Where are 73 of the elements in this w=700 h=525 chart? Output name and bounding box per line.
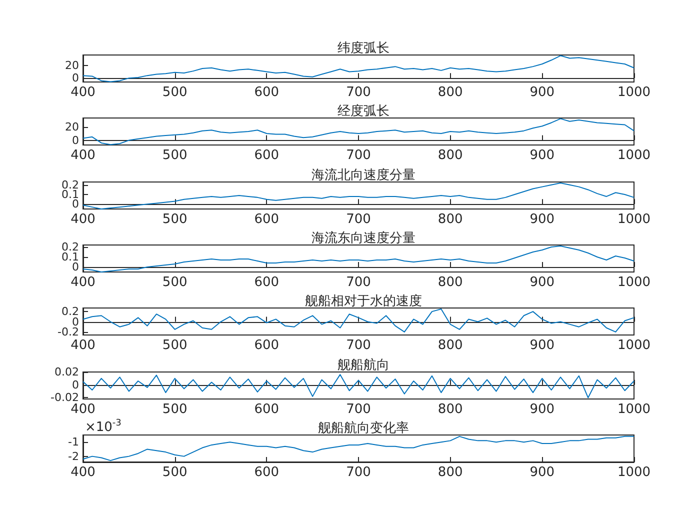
x-tick-label: 500 xyxy=(162,464,188,480)
y-tick-label: 20 xyxy=(65,120,79,134)
x-tick-label: 900 xyxy=(530,85,555,100)
x-tick-label: 1000 xyxy=(617,148,651,164)
x-tick-label: 900 xyxy=(530,338,555,354)
y-tick-label: 0 xyxy=(72,378,79,391)
y-tick-label: -0.2 xyxy=(58,326,79,339)
x-tick-label: 1000 xyxy=(617,464,651,480)
line-series xyxy=(82,245,634,272)
x-tick-label: 600 xyxy=(254,464,280,480)
x-tick-label: 400 xyxy=(70,338,96,354)
line-series xyxy=(82,308,634,333)
x-tick-label: 600 xyxy=(254,274,280,290)
x-tick-label: 1000 xyxy=(617,338,651,354)
x-tick-label: 800 xyxy=(438,464,463,480)
y-tick-label: 0 xyxy=(72,134,79,148)
x-tick-label: 1000 xyxy=(617,402,651,416)
x-tick-label: 900 xyxy=(530,402,555,416)
chart-title: 舰船航向变化率 xyxy=(318,420,409,436)
x-tick-label: 500 xyxy=(162,212,188,227)
line-series xyxy=(82,436,634,461)
x-tick-label: 400 xyxy=(70,402,96,416)
x-tick-label: 700 xyxy=(346,148,371,164)
chart-title: 海流东向速度分量 xyxy=(312,230,416,246)
line-series xyxy=(82,118,634,146)
chart-title: 舰船相对于水的速度 xyxy=(305,293,422,310)
y-tick-label: -1 xyxy=(68,435,79,448)
x-tick-label: 800 xyxy=(438,212,463,227)
chart-title: 纬度弧长 xyxy=(338,40,390,56)
x-tick-label: 400 xyxy=(70,274,96,290)
x-tick-label: 800 xyxy=(438,85,463,100)
x-tick-label: 600 xyxy=(254,402,280,416)
x-tick-label: 700 xyxy=(346,212,371,227)
x-tick-label: 400 xyxy=(70,464,96,480)
x-tick-label: 1000 xyxy=(617,212,651,227)
x-tick-label: 500 xyxy=(162,85,188,100)
chart-title: 舰船航向 xyxy=(338,358,390,372)
x-tick-label: 700 xyxy=(346,274,371,290)
x-tick-label: 900 xyxy=(530,148,555,164)
y-tick-label: 20 xyxy=(65,58,79,72)
x-tick-label: 800 xyxy=(438,274,463,290)
y-tick-label: -0.02 xyxy=(50,390,79,404)
y-tick-label: 0.02 xyxy=(54,365,79,378)
x-tick-label: 900 xyxy=(530,212,555,227)
line-series xyxy=(82,182,634,210)
x-tick-label: 700 xyxy=(346,402,371,416)
x-tick-label: 400 xyxy=(70,148,96,164)
x-tick-label: 600 xyxy=(254,212,280,227)
y-tick-label: -2 xyxy=(68,450,79,463)
x-tick-label: 700 xyxy=(346,464,371,480)
x-tick-label: 600 xyxy=(254,85,280,100)
x-tick-label: 800 xyxy=(438,148,463,164)
x-tick-label: 600 xyxy=(254,148,280,164)
x-tick-label: 500 xyxy=(162,338,188,354)
y-tick-label: 0 xyxy=(72,72,79,85)
x-tick-label: 500 xyxy=(162,274,188,290)
x-tick-label: 800 xyxy=(438,402,463,416)
x-tick-label: 400 xyxy=(70,212,96,227)
chart-title: 经度弧长 xyxy=(338,103,390,120)
x-tick-label: 700 xyxy=(346,85,371,100)
x-tick-label: 800 xyxy=(438,338,463,354)
x-tick-label: 500 xyxy=(162,402,188,416)
x-tick-label: 1000 xyxy=(617,85,651,100)
line-series xyxy=(82,55,634,82)
x-tick-label: 500 xyxy=(162,148,188,164)
x-tick-label: 900 xyxy=(530,464,555,480)
chart-title: 海流北向速度分量 xyxy=(312,166,416,183)
x-tick-label: 900 xyxy=(530,274,555,290)
x-tick-label: 700 xyxy=(346,338,371,354)
x-tick-label: 1000 xyxy=(617,274,651,290)
x-tick-label: 400 xyxy=(70,85,96,100)
line-series xyxy=(82,374,634,398)
x-tick-label: 600 xyxy=(254,338,280,354)
